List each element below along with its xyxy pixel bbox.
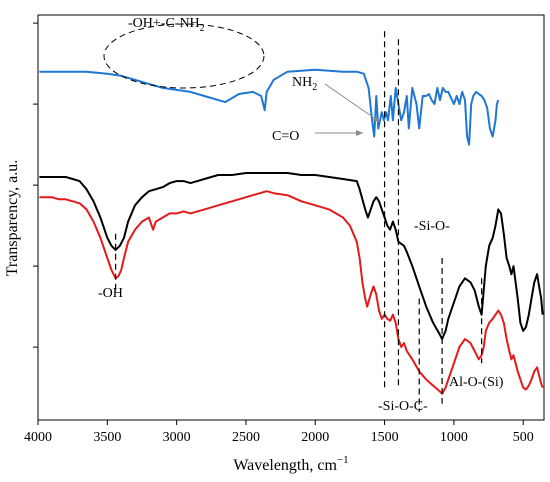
x-axis-ticks: 4000 3500 3000 2500 2000 1500 1000 500: [24, 420, 534, 445]
x-tick-label: 2500: [232, 430, 260, 445]
x-tick-label: 1500: [371, 430, 399, 445]
reference-lines: [115, 31, 483, 412]
annotation-co: C=O: [272, 129, 299, 144]
x-tick-label: 3000: [163, 430, 191, 445]
x-tick-label: 500: [513, 430, 534, 445]
x-tick-label: 1000: [440, 430, 468, 445]
annotation-oh-nh2: -OH+-C-NH2: [128, 16, 205, 34]
annotation-si-o: -Si-O-: [414, 219, 450, 234]
x-tick-label: 2000: [301, 430, 329, 445]
nh2-leader-line: [324, 83, 381, 123]
plot-frame: [37, 14, 545, 421]
y-axis-title: Transparency, a.u.: [4, 160, 21, 277]
series-line-1: [39, 68, 500, 146]
series-line-2: [39, 172, 544, 340]
series-line-3: [39, 190, 544, 395]
x-axis-title: Wavelength, cm−1: [233, 454, 348, 474]
series-layer: [39, 68, 544, 395]
x-tick-label: 3500: [93, 430, 121, 445]
annotation-nh2: NH2: [292, 75, 317, 93]
annotation-si-o-c: -Si-O-C-: [378, 399, 428, 414]
annotation-oh: -OH: [98, 286, 123, 301]
x-tick-label: 4000: [24, 430, 52, 445]
oh-nh2-region-ellipse: [103, 23, 265, 89]
annotation-al-o-si: Al-O-(Si): [449, 375, 504, 390]
y-axis-ticks: [33, 22, 38, 348]
